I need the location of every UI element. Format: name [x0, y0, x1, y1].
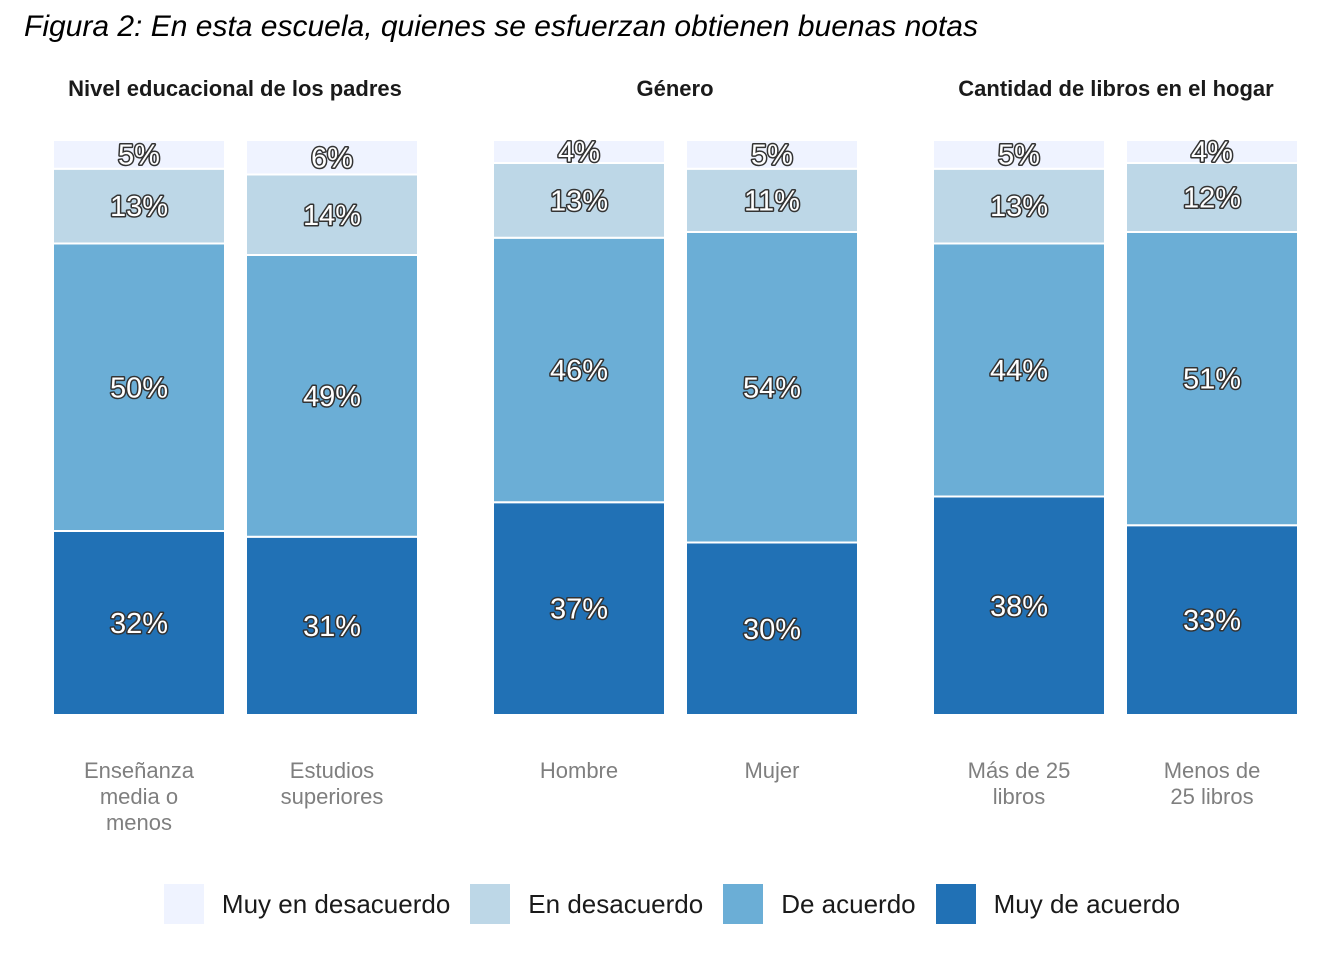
bar-segment — [245, 254, 419, 538]
bar-segment — [1125, 162, 1299, 233]
data-label: 38% — [990, 591, 1048, 623]
bar-segment — [1125, 231, 1299, 527]
legend-swatch — [163, 884, 204, 924]
bar-segment — [492, 139, 666, 164]
bar-segment — [1125, 139, 1299, 164]
legend-label: En desacuerdo — [528, 888, 704, 919]
data-label: 30% — [743, 614, 801, 646]
data-label: 12% — [1183, 183, 1241, 215]
legend-label: De acuerdo — [781, 888, 916, 919]
data-label: 4% — [558, 137, 600, 169]
legend-swatch — [935, 884, 976, 924]
facet-label: Cantidad de libros en el hogar — [958, 76, 1274, 101]
data-label: 13% — [550, 185, 608, 217]
legend-swatch — [723, 884, 764, 924]
data-label: 13% — [990, 191, 1048, 223]
data-label: 33% — [1183, 605, 1241, 637]
bar-segment — [492, 162, 666, 239]
legend-swatch — [470, 884, 511, 924]
stacked-bar-chart: Nivel educacional de los padres Género Can… — [52, 76, 1299, 835]
legend-label: Muy de acuerdo — [993, 888, 1181, 919]
data-label: 46% — [550, 355, 608, 387]
bar-segment — [685, 167, 859, 233]
data-label: 13% — [110, 191, 168, 223]
category-label: Más de 25 — [968, 758, 1071, 783]
bar-segment — [932, 139, 1106, 170]
legend-item: Muy de acuerdo — [935, 884, 1181, 924]
category-label: Menos de — [1164, 758, 1261, 783]
category-label: Estudios — [290, 758, 374, 783]
legend-label: Muy en desacuerdo — [221, 888, 451, 919]
category-label: superiores — [281, 784, 384, 809]
facet-label: Nivel educacional de los padres — [68, 76, 402, 101]
bar-segment — [685, 139, 859, 170]
data-label: 5% — [751, 139, 793, 171]
bar-segment — [52, 139, 226, 170]
legend-item: Muy en desacuerdo — [163, 884, 451, 924]
data-label: 54% — [743, 372, 801, 404]
bar-segment — [932, 495, 1106, 716]
bar-segment — [52, 167, 226, 245]
data-label: 14% — [303, 200, 361, 232]
data-label: 4% — [1191, 137, 1233, 169]
data-label: 6% — [311, 142, 353, 174]
data-label: 49% — [303, 381, 361, 413]
bar-segment — [245, 535, 419, 716]
bar-segment — [492, 236, 666, 504]
category-label: libros — [993, 784, 1046, 809]
bar-segment — [245, 139, 419, 176]
data-label: 5% — [118, 139, 160, 171]
data-label: 5% — [998, 139, 1040, 171]
category-label: menos — [106, 810, 172, 835]
bar-segment — [1125, 524, 1299, 716]
category-label: Enseñanza — [84, 758, 195, 783]
category-label: 25 libros — [1170, 784, 1253, 809]
bar-segment — [685, 541, 859, 716]
data-label: 51% — [1183, 364, 1241, 396]
bar-segment — [932, 242, 1106, 498]
category-label: Hombre — [540, 758, 618, 783]
legend-item: De acuerdo — [723, 884, 916, 924]
legend: Muy en desacuerdo En desacuerdo De acuerdo… — [0, 880, 1344, 928]
bar-segment — [685, 231, 859, 544]
data-label: 11% — [744, 185, 800, 217]
data-label: 32% — [110, 608, 168, 640]
facet-label: Género — [636, 76, 713, 101]
category-label: media o — [100, 784, 178, 809]
data-label: 50% — [110, 372, 168, 404]
bar-segment — [245, 173, 419, 256]
bar-segment — [52, 530, 226, 716]
data-label: 37% — [550, 594, 608, 626]
category-label: Mujer — [744, 758, 799, 783]
legend-item: En desacuerdo — [470, 884, 703, 924]
chart-title: Figura 2: En esta escuela, quienes se es… — [24, 10, 978, 43]
data-label: 31% — [303, 611, 361, 643]
bar-segment — [492, 501, 666, 716]
data-label: 44% — [990, 355, 1048, 387]
